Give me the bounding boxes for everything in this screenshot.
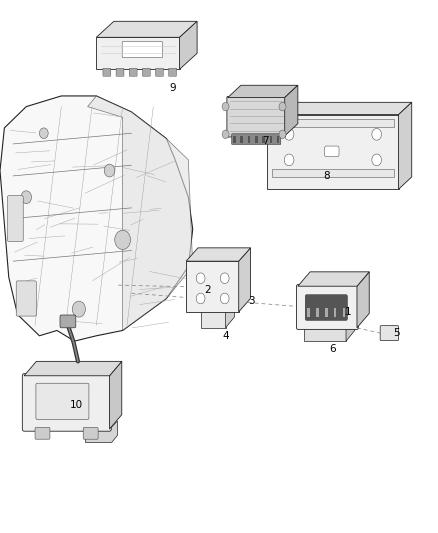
Polygon shape xyxy=(304,327,346,341)
FancyBboxPatch shape xyxy=(297,285,358,329)
Text: 2: 2 xyxy=(205,286,212,295)
Text: 7: 7 xyxy=(261,136,268,146)
Polygon shape xyxy=(267,115,399,189)
Polygon shape xyxy=(201,311,226,328)
Polygon shape xyxy=(186,261,239,312)
FancyBboxPatch shape xyxy=(129,68,137,76)
Polygon shape xyxy=(272,119,394,127)
FancyBboxPatch shape xyxy=(122,42,162,58)
Polygon shape xyxy=(298,272,369,286)
Polygon shape xyxy=(267,102,412,115)
FancyBboxPatch shape xyxy=(305,295,347,320)
FancyBboxPatch shape xyxy=(325,308,328,317)
Circle shape xyxy=(279,130,286,139)
Polygon shape xyxy=(85,421,117,442)
Polygon shape xyxy=(399,102,412,189)
Polygon shape xyxy=(180,21,197,69)
Text: 9: 9 xyxy=(170,83,177,93)
Polygon shape xyxy=(88,96,193,330)
FancyBboxPatch shape xyxy=(83,427,98,439)
FancyBboxPatch shape xyxy=(307,308,310,317)
Circle shape xyxy=(372,154,381,166)
FancyBboxPatch shape xyxy=(169,68,177,76)
FancyBboxPatch shape xyxy=(22,374,111,431)
Text: 6: 6 xyxy=(329,344,336,354)
FancyBboxPatch shape xyxy=(343,308,345,317)
Circle shape xyxy=(220,273,229,284)
FancyBboxPatch shape xyxy=(240,136,243,143)
Polygon shape xyxy=(0,96,193,341)
Polygon shape xyxy=(357,272,369,328)
Polygon shape xyxy=(96,21,197,37)
Circle shape xyxy=(196,273,205,284)
Circle shape xyxy=(222,130,229,139)
Circle shape xyxy=(220,293,229,304)
FancyBboxPatch shape xyxy=(262,136,265,143)
FancyBboxPatch shape xyxy=(277,136,279,143)
Circle shape xyxy=(72,301,85,317)
Polygon shape xyxy=(228,85,298,98)
Polygon shape xyxy=(96,37,180,69)
FancyBboxPatch shape xyxy=(16,281,36,316)
FancyBboxPatch shape xyxy=(233,136,236,143)
Circle shape xyxy=(115,230,131,249)
FancyBboxPatch shape xyxy=(155,68,163,76)
FancyBboxPatch shape xyxy=(227,96,286,137)
Circle shape xyxy=(196,293,205,304)
Polygon shape xyxy=(272,169,394,177)
Circle shape xyxy=(104,164,115,177)
FancyBboxPatch shape xyxy=(325,146,339,157)
FancyBboxPatch shape xyxy=(36,383,89,419)
FancyBboxPatch shape xyxy=(116,68,124,76)
Text: 1: 1 xyxy=(345,307,352,317)
FancyBboxPatch shape xyxy=(7,196,23,241)
Polygon shape xyxy=(285,85,298,136)
Text: 8: 8 xyxy=(323,171,330,181)
FancyBboxPatch shape xyxy=(232,134,281,144)
Text: 10: 10 xyxy=(70,400,83,410)
Circle shape xyxy=(284,128,294,140)
Circle shape xyxy=(372,128,381,140)
Polygon shape xyxy=(186,248,251,261)
FancyBboxPatch shape xyxy=(247,136,250,143)
Text: 3: 3 xyxy=(248,296,255,306)
Text: 4: 4 xyxy=(222,331,229,341)
FancyBboxPatch shape xyxy=(269,136,272,143)
Polygon shape xyxy=(346,316,355,341)
Circle shape xyxy=(39,128,48,139)
Polygon shape xyxy=(24,361,122,376)
Polygon shape xyxy=(110,361,122,429)
FancyBboxPatch shape xyxy=(316,308,319,317)
FancyBboxPatch shape xyxy=(103,68,111,76)
FancyBboxPatch shape xyxy=(255,136,258,143)
Polygon shape xyxy=(226,301,234,328)
Circle shape xyxy=(222,102,229,111)
Circle shape xyxy=(279,102,286,111)
FancyBboxPatch shape xyxy=(60,315,76,328)
FancyBboxPatch shape xyxy=(142,68,150,76)
Text: 5: 5 xyxy=(393,328,400,338)
FancyBboxPatch shape xyxy=(35,427,50,439)
Polygon shape xyxy=(239,248,251,312)
FancyBboxPatch shape xyxy=(380,326,399,341)
Circle shape xyxy=(21,287,32,300)
Circle shape xyxy=(284,154,294,166)
Circle shape xyxy=(21,191,32,204)
FancyBboxPatch shape xyxy=(334,308,336,317)
